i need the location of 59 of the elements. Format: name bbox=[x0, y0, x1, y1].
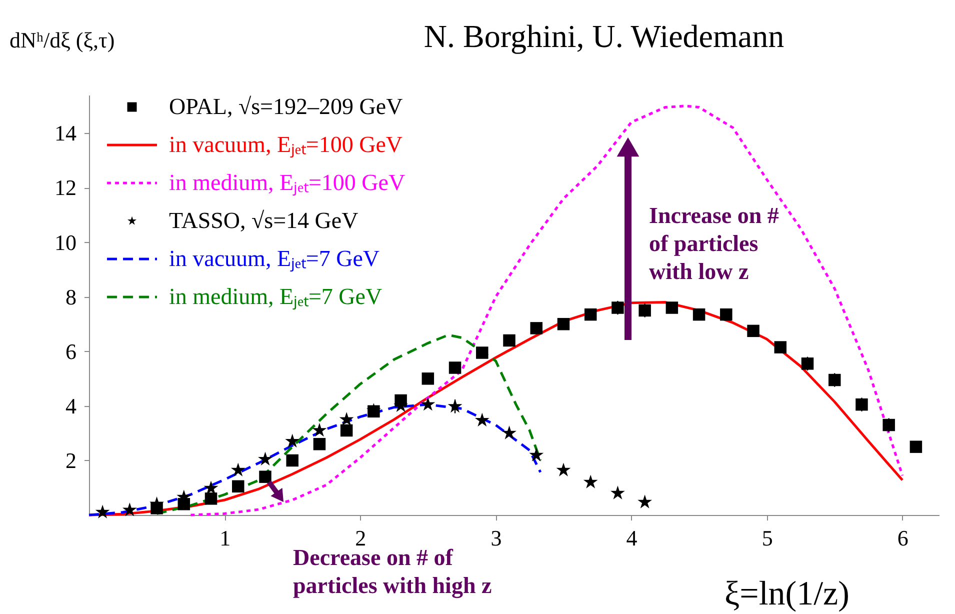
point bbox=[530, 322, 542, 334]
x-tick-label: 3 bbox=[490, 526, 502, 550]
point bbox=[529, 448, 544, 462]
point bbox=[910, 440, 922, 453]
point bbox=[95, 504, 110, 518]
point bbox=[232, 480, 244, 492]
x-tick-label: 4 bbox=[626, 526, 638, 550]
legend-label: in medium, Eⱼₑₜ=100 GeV bbox=[169, 170, 406, 196]
point bbox=[340, 424, 353, 437]
point bbox=[204, 492, 218, 505]
point bbox=[122, 502, 137, 516]
chart-title: N. Borghini, U. Wiedemann bbox=[424, 18, 784, 54]
point bbox=[557, 318, 570, 330]
point bbox=[610, 486, 625, 500]
y-axis-title: dNʰ/dξ (ξ,τ) bbox=[10, 28, 115, 52]
point bbox=[692, 308, 706, 321]
point bbox=[502, 426, 516, 440]
point bbox=[313, 438, 326, 450]
legend-label: TASSO, √s=14 GeV bbox=[169, 208, 359, 233]
point bbox=[612, 302, 624, 314]
point bbox=[666, 302, 678, 314]
point bbox=[720, 308, 732, 321]
y-tick-label: 12 bbox=[54, 175, 76, 200]
point bbox=[259, 470, 272, 483]
point bbox=[503, 334, 516, 347]
point bbox=[230, 462, 246, 476]
y-tick-label: 14 bbox=[54, 120, 76, 146]
point bbox=[422, 372, 434, 385]
x-tick-label: 6 bbox=[897, 526, 908, 550]
point bbox=[258, 452, 272, 466]
y-tick-label: 4 bbox=[66, 393, 76, 418]
point bbox=[584, 308, 597, 321]
point bbox=[476, 346, 488, 359]
y-tick-label: 10 bbox=[54, 230, 76, 255]
point bbox=[474, 412, 490, 426]
x-tick-label: 5 bbox=[762, 526, 773, 550]
point bbox=[420, 396, 436, 411]
y-tick-label: 6 bbox=[66, 338, 76, 364]
point bbox=[801, 358, 814, 370]
point bbox=[339, 412, 354, 426]
annotation: Increase on # of particles with low z bbox=[649, 203, 780, 284]
y-tick-label: 8 bbox=[66, 284, 76, 310]
y-tick-label: 2 bbox=[66, 448, 76, 473]
point bbox=[204, 480, 218, 494]
x-tick-label: 1 bbox=[220, 526, 231, 550]
point bbox=[583, 474, 598, 488]
point bbox=[286, 454, 298, 467]
point bbox=[747, 324, 760, 338]
legend-label: in vacuum, Eⱼₑₜ=7 GeV bbox=[169, 246, 380, 272]
point bbox=[556, 462, 571, 476]
legend-label: OPAL, √s=192–209 GeV bbox=[169, 94, 404, 119]
x-axis-title: ξ=ln(1/z) bbox=[724, 576, 850, 612]
point bbox=[774, 341, 787, 354]
legend-label: in medium, Eⱼₑₜ=7 GeV bbox=[169, 284, 383, 310]
point bbox=[285, 434, 300, 448]
point bbox=[448, 362, 462, 374]
point bbox=[312, 422, 327, 437]
point bbox=[638, 494, 652, 508]
legend-label: in vacuum, Eⱼₑₜ=100 GeV bbox=[169, 132, 403, 158]
